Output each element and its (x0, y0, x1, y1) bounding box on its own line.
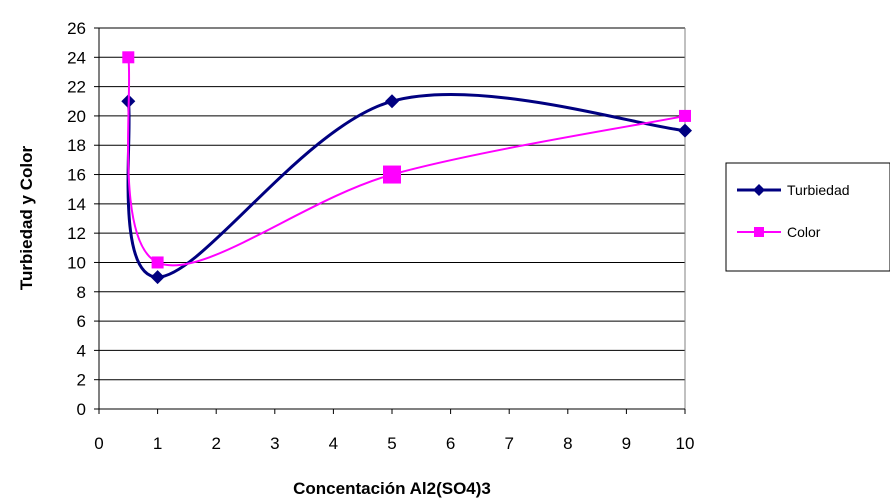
y-tick-label-14: 14 (67, 195, 86, 214)
x-axis-ticks: 0 1 2 3 4 5 6 7 8 9 10 (94, 409, 694, 453)
x-tick-label-7: 7 (504, 434, 513, 453)
y-tick-label-16: 16 (67, 166, 86, 185)
x-tick-label-10: 10 (676, 434, 695, 453)
y-axis-title: Turbiedad y Color (17, 146, 36, 291)
y-tick-label-2: 2 (77, 371, 86, 390)
x-tick-label-4: 4 (329, 434, 338, 453)
x-tick-label-0: 0 (94, 434, 103, 453)
y-tick-label-4: 4 (77, 341, 86, 360)
series-line-turbiedad (126, 93, 686, 279)
x-tick-label-6: 6 (446, 434, 455, 453)
legend-marker-turbiedad (753, 184, 765, 196)
data-point-turbiedad-3 (678, 123, 692, 138)
y-tick-label-22: 22 (67, 78, 86, 97)
y-tick-label-26: 26 (67, 19, 86, 38)
data-point-color-0 (122, 51, 135, 64)
x-tick-label-5: 5 (387, 434, 396, 453)
legend-label-color: Color (787, 224, 821, 240)
y-tick-label-18: 18 (67, 136, 86, 155)
gridlines (99, 27, 685, 381)
data-point-color-3 (679, 109, 691, 122)
x-tick-label-3: 3 (270, 434, 279, 453)
x-tick-label-8: 8 (563, 434, 572, 453)
series-group (121, 51, 692, 285)
x-tick-label-9: 9 (622, 434, 631, 453)
data-point-color-2 (383, 165, 401, 184)
series-line-color (127, 57, 686, 267)
legend: Turbiedad Color (725, 162, 890, 272)
y-tick-label-6: 6 (77, 312, 86, 331)
legend-label-turbiedad: Turbiedad (787, 182, 850, 198)
data-point-color-1 (151, 256, 164, 269)
legend-box (725, 162, 890, 272)
y-tick-label-10: 10 (67, 253, 86, 272)
y-tick-label-24: 24 (67, 48, 86, 67)
x-tick-label-2: 2 (211, 434, 220, 453)
y-tick-label-0: 0 (77, 400, 86, 419)
x-tick-label-1: 1 (153, 434, 162, 453)
x-axis-title: Concentación Al2(SO4)3 (293, 479, 491, 498)
y-tick-label-12: 12 (67, 224, 86, 243)
data-point-turbiedad-1 (150, 270, 165, 285)
y-tick-label-8: 8 (77, 283, 86, 302)
y-tick-label-20: 20 (67, 107, 86, 126)
plot-area (99, 28, 685, 409)
data-point-turbiedad-2 (385, 94, 399, 109)
legend-marker-color (754, 227, 764, 237)
